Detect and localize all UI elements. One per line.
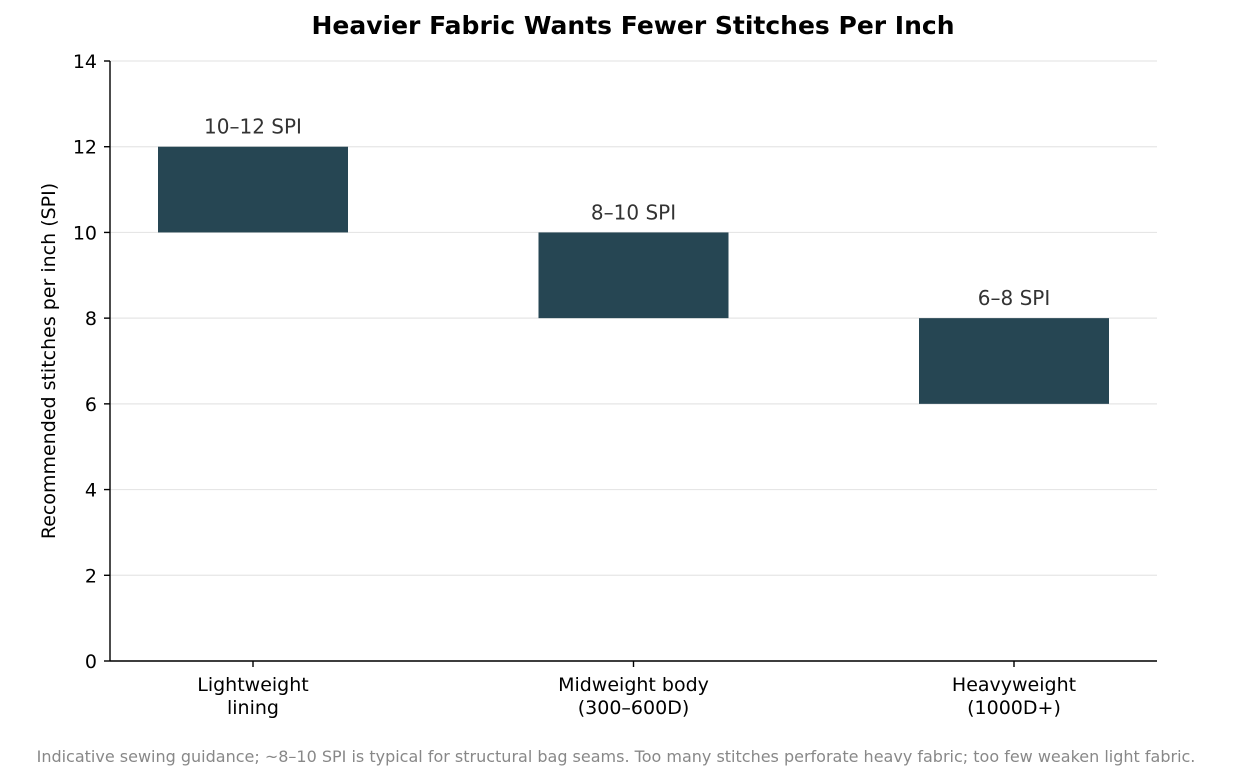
y-tick-label: 14 xyxy=(73,51,97,73)
range-bar xyxy=(919,318,1109,404)
x-tick-label-line: (300–600D) xyxy=(578,697,690,719)
footnote: Indicative sewing guidance; ~8–10 SPI is… xyxy=(37,747,1196,766)
y-axis-label: Recommended stitches per inch (SPI) xyxy=(38,183,60,539)
y-tick-label: 6 xyxy=(85,394,97,416)
x-tick-label-line: Heavyweight xyxy=(952,674,1076,696)
x-tick-label: Heavyweight (1000D+) xyxy=(952,674,1076,719)
range-bar xyxy=(158,146,348,233)
bar-data-label: 10–12 SPI xyxy=(204,115,302,139)
x-tick-label-line: lining xyxy=(227,697,279,719)
y-tick-label: 10 xyxy=(73,222,97,244)
bar-data-label: 8–10 SPI xyxy=(591,200,676,224)
chart-title: Heavier Fabric Wants Fewer Stitches Per … xyxy=(311,11,954,40)
y-tick-label: 4 xyxy=(85,480,97,502)
range-bar xyxy=(538,232,729,319)
x-tick-label-line: (1000D+) xyxy=(967,697,1061,719)
x-tick-label: Lightweight lining xyxy=(197,674,308,719)
y-tick-label: 2 xyxy=(85,565,97,587)
x-tick-label-line: Lightweight xyxy=(197,674,308,696)
x-tick-label: Midweight body (300–600D) xyxy=(558,674,709,719)
y-tick-label: 0 xyxy=(85,651,97,673)
y-tick-label: 12 xyxy=(73,137,97,159)
bar-layer: 10–12 SPI 8–10 SPI 6–8 SPI xyxy=(158,115,1109,404)
y-tick-label: 8 xyxy=(85,308,97,330)
x-tick-label-line: Midweight body xyxy=(558,674,709,696)
bar-data-label: 6–8 SPI xyxy=(978,286,1050,310)
axis-layer: 0 2 4 6 8 10 12 14 Lightweight lining Midweight bo… xyxy=(73,51,1157,719)
